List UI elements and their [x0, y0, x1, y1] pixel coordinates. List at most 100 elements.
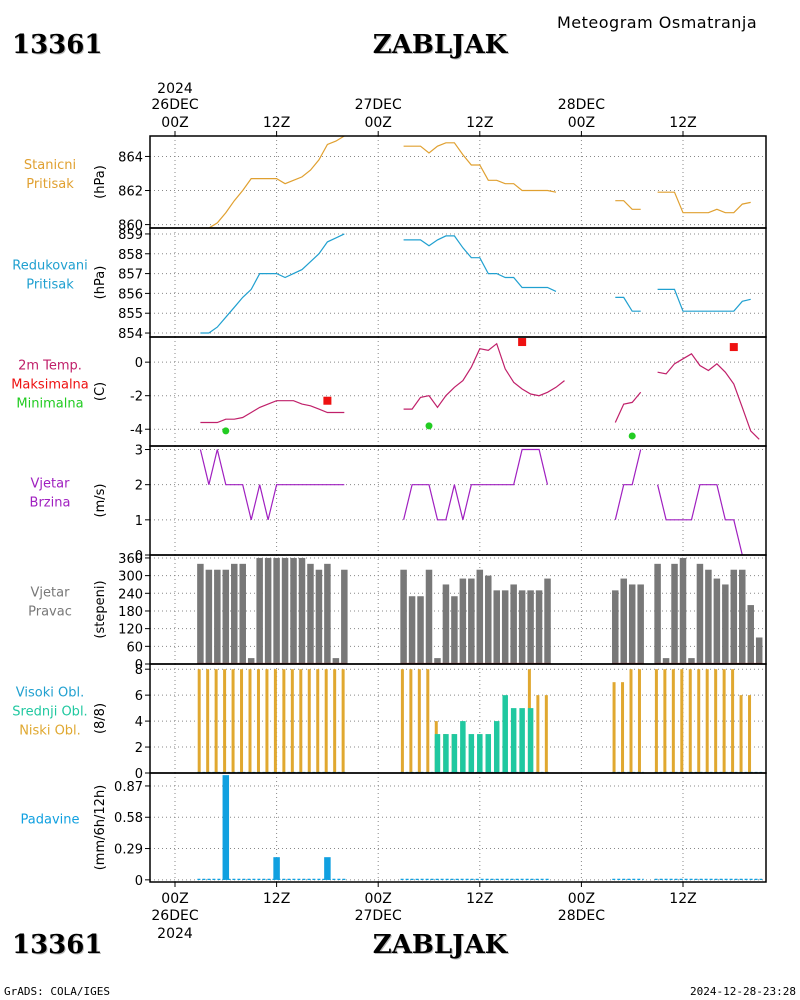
bar-cloud-cover	[510, 708, 517, 773]
bar-cloud-cover	[282, 669, 286, 773]
bar-wind-direction	[400, 569, 407, 664]
bar-wind-direction	[324, 563, 331, 664]
x-tick-label: 00Z	[568, 115, 595, 131]
y-axis-label: (C)	[93, 382, 108, 401]
y-tick-label: 857	[118, 268, 143, 283]
x-tick-label: 12Z	[466, 115, 493, 131]
bar-wind-direction	[510, 584, 517, 664]
x-tick-label: 12Z	[263, 891, 290, 907]
bar-cloud-cover	[409, 669, 413, 773]
bar-wind-direction	[730, 569, 738, 664]
series-line-wind-speed	[614, 449, 642, 520]
y-tick-label: 0.87	[114, 780, 143, 795]
bar-cloud-cover	[485, 734, 492, 773]
footer-station-name: ZABLJAK	[372, 930, 508, 960]
bar-wind-direction	[434, 658, 441, 664]
series-line-reduced-pressure	[403, 235, 557, 292]
bar-wind-direction	[451, 596, 458, 664]
x-tick-label: 12Z	[263, 115, 290, 131]
bar-cloud-cover	[688, 669, 692, 773]
bar-cloud-cover	[273, 669, 277, 773]
y-tick-label: 856	[118, 287, 143, 302]
x-tick-label: 27DEC	[355, 908, 402, 924]
x-tick-label: 00Z	[364, 891, 391, 907]
series-line-reduced-pressure	[657, 288, 751, 312]
x-tick-label: 12Z	[669, 891, 696, 907]
bar-wind-direction	[485, 575, 492, 664]
bar-cloud-cover	[290, 669, 294, 773]
bar-cloud-cover	[223, 669, 227, 773]
series-label: Niski Obl.	[19, 724, 81, 739]
bar-wind-direction	[476, 569, 484, 664]
bar-cloud-cover	[265, 669, 269, 773]
bar-cloud-cover	[333, 669, 337, 773]
bar-cloud-cover	[248, 669, 252, 773]
series-line-station-pressure	[615, 200, 641, 210]
bar-cloud-cover	[714, 669, 718, 773]
bar-precipitation	[324, 857, 331, 880]
series-line-temperature	[614, 391, 642, 423]
bar-cloud-cover	[629, 669, 633, 773]
bar-cloud-cover	[612, 682, 616, 773]
timestamp-text: 2024-12-28-23:28	[690, 985, 796, 998]
bar-wind-direction	[239, 563, 246, 664]
bar-cloud-cover	[443, 734, 449, 773]
bar-cloud-cover	[426, 669, 430, 773]
series-label: Visoki Obl.	[16, 686, 84, 701]
x-tick-label: 00Z	[568, 891, 595, 907]
y-tick-label: 855	[118, 307, 143, 322]
bar-wind-direction	[459, 578, 467, 664]
series-line-station-pressure	[657, 191, 751, 214]
panel-frame-reduced-pressure	[149, 227, 767, 338]
bar-cloud-cover	[299, 669, 303, 773]
bar-wind-direction	[341, 569, 348, 664]
bar-wind-direction	[671, 563, 678, 664]
y-tick-label: 864	[118, 150, 143, 165]
y-tick-label: 858	[118, 248, 143, 263]
bar-wind-direction	[425, 569, 433, 664]
bar-wind-direction	[298, 557, 306, 664]
bar-wind-direction	[247, 658, 255, 664]
bar-cloud-cover	[536, 695, 540, 773]
y-axis-label: (mm/6h/12h)	[93, 785, 108, 871]
series-label: Pritisak	[26, 278, 74, 293]
series-line-temperature	[657, 353, 760, 440]
series-label: Redukovani	[12, 259, 87, 274]
bar-wind-direction	[264, 557, 272, 664]
y-tick-label: 360	[118, 552, 143, 567]
bar-wind-direction	[654, 563, 661, 664]
y-tick-label: -4	[130, 423, 143, 438]
bar-wind-direction	[527, 590, 534, 664]
bar-cloud-cover	[400, 669, 404, 773]
bar-wind-direction	[273, 557, 280, 664]
y-tick-label: 0	[135, 356, 143, 371]
bar-cloud-cover	[621, 682, 625, 773]
bar-wind-direction	[307, 563, 314, 664]
series-line-station-pressure	[200, 135, 345, 229]
series-label: 2m Temp.	[18, 359, 82, 374]
series-line-wind-speed	[199, 449, 345, 520]
bar-wind-direction	[544, 578, 551, 664]
y-axis-label: (8/8)	[93, 703, 108, 734]
x-tick-label: 2024	[157, 81, 193, 97]
max-temp-marker	[518, 338, 527, 347]
bar-cloud-cover	[324, 669, 328, 773]
series-line-wind-speed	[403, 448, 549, 521]
panel-frames	[145, 131, 767, 887]
bar-wind-direction	[214, 569, 221, 664]
bar-cloud-cover	[493, 721, 500, 773]
min-temp-marker	[222, 427, 230, 435]
bar-wind-direction	[205, 569, 213, 664]
chart-marks	[197, 135, 763, 880]
bar-cloud-cover	[460, 721, 466, 773]
y-axis-label: (hPa)	[93, 266, 108, 300]
y-tick-label: 8	[135, 663, 143, 678]
panel-frame-precipitation	[149, 772, 767, 883]
bar-cloud-cover	[739, 695, 743, 773]
series-line-reduced-pressure	[615, 296, 641, 312]
max-temp-marker	[729, 343, 738, 352]
min-temp-marker	[425, 422, 433, 430]
y-tick-label: -2	[130, 390, 143, 405]
bar-wind-direction	[612, 590, 619, 664]
panel-frame-station-pressure	[149, 135, 767, 229]
